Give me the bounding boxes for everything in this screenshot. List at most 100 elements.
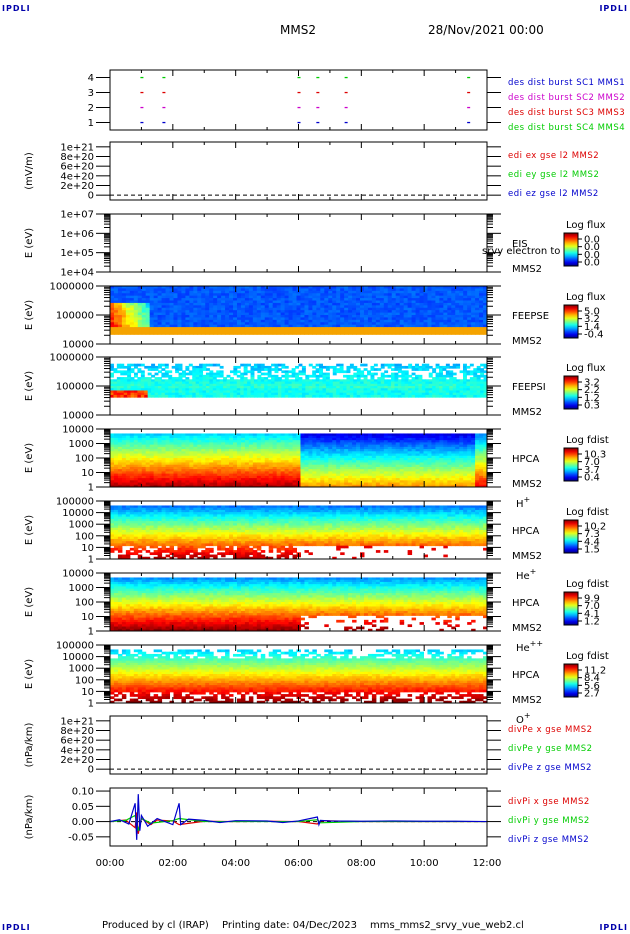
- burst-marker: [316, 91, 320, 94]
- spectrogram-cell: [110, 453, 115, 457]
- spectrogram-cell: [272, 295, 278, 299]
- spectrogram-cell: [157, 478, 163, 481]
- spectrogram-cell: [471, 327, 476, 330]
- spectrogram-cell: [217, 480, 222, 484]
- spectrogram-cell: [140, 392, 145, 396]
- spectrogram-cell: [173, 302, 178, 306]
- spectrogram-cell: [395, 298, 401, 301]
- spectrogram-cell: [473, 383, 478, 387]
- spectrogram-cell: [117, 300, 123, 304]
- spectrogram-cell: [226, 379, 231, 383]
- spectrogram-cell: [300, 302, 305, 306]
- spectrogram-cell: [459, 392, 464, 396]
- spectrogram-cell: [129, 433, 135, 437]
- spectrogram-cell: [463, 300, 468, 304]
- spectrogram-cell: [216, 388, 221, 391]
- spectrogram-cell: [274, 392, 279, 396]
- spectrogram-cell: [257, 383, 262, 387]
- spectrogram-cell: [348, 310, 353, 314]
- spectrogram-cell: [192, 383, 197, 387]
- spectrogram-cell: [236, 295, 242, 299]
- spectrogram-cell: [373, 392, 378, 396]
- spectrogram-cell: [363, 302, 369, 306]
- spectrogram-cell: [459, 307, 464, 311]
- spectrogram-cell: [129, 324, 135, 328]
- spectrogram-cell: [221, 471, 226, 475]
- spectrogram-cell: [110, 466, 115, 470]
- spectrogram-cell: [153, 293, 159, 297]
- spectrogram-cell: [411, 298, 417, 301]
- spectrogram-cell: [411, 315, 417, 318]
- spectrogram-cell: [137, 451, 143, 455]
- spectrogram-cell: [264, 324, 270, 328]
- spectrogram-cell: [476, 374, 481, 378]
- spectrogram-cell: [384, 390, 389, 394]
- spectrogram-cell: [257, 390, 262, 394]
- spectrogram-cell: [284, 327, 290, 330]
- spectrogram-cell: [229, 482, 234, 486]
- spectrogram-cell: [113, 329, 119, 333]
- spectrogram-cell: [319, 372, 323, 376]
- spectrogram-cell: [153, 475, 159, 479]
- spectrogram-cell: [121, 480, 127, 484]
- spectrogram-cell: [418, 365, 423, 369]
- spectrogram-cell: [129, 302, 135, 306]
- spectrogram-cell: [145, 295, 151, 299]
- spectrogram-cell: [292, 315, 298, 318]
- spectrogram-cell: [229, 433, 234, 437]
- spectrogram-cell: [201, 473, 206, 477]
- spectrogram-cell: [240, 379, 245, 383]
- spectrogram-cell: [209, 290, 214, 294]
- spectrogram-cell: [315, 379, 320, 383]
- spectrogram-cell: [157, 390, 162, 394]
- spectrogram-cell: [213, 295, 218, 299]
- spectrogram-cell: [463, 319, 468, 323]
- spectrogram-cell: [256, 478, 262, 481]
- spectrogram-cell: [449, 388, 454, 391]
- spectrogram-cell: [153, 462, 159, 466]
- spectrogram-cell: [451, 307, 456, 311]
- spectrogram-cell: [483, 390, 488, 394]
- spectrogram-cell: [367, 394, 371, 398]
- spectrogram-cell: [120, 390, 125, 394]
- spectrogram-cell: [371, 295, 377, 299]
- spectrogram-cell: [169, 298, 174, 301]
- spectrogram-cell: [236, 471, 242, 475]
- spectrogram-cell: [336, 288, 341, 292]
- spectrogram-cell: [384, 394, 389, 398]
- spectrogram-cell: [379, 319, 385, 323]
- spectrogram-cell: [252, 435, 258, 439]
- spectrogram-cell: [236, 462, 242, 466]
- spectrogram-cell: [240, 293, 246, 297]
- spectrogram-cell: [133, 473, 139, 477]
- spectrogram-cell: [133, 451, 139, 455]
- spectrogram-cell: [308, 305, 313, 309]
- spectrogram-cell: [209, 444, 214, 448]
- spectrogram-cell: [177, 475, 182, 479]
- spectrogram-cell: [425, 379, 430, 383]
- spectrogram-cell: [178, 383, 183, 387]
- spectrogram-cell: [383, 322, 389, 326]
- y-axis-label: (mV/m): [24, 152, 35, 190]
- spectrogram-cell: [201, 458, 206, 461]
- spectrogram-cell: [447, 324, 452, 328]
- spectrogram-cell: [322, 390, 327, 394]
- spectrogram-cell: [133, 324, 139, 328]
- spectrogram-cell: [336, 383, 341, 387]
- spectrogram-cell: [229, 370, 234, 374]
- spectrogram-cell: [288, 302, 294, 306]
- spectrogram-cell: [165, 471, 171, 475]
- spectrogram-cell: [375, 288, 381, 292]
- spectrogram-cell: [193, 327, 198, 330]
- spectrogram-cell: [244, 437, 250, 441]
- spectrogram-cell: [229, 317, 234, 321]
- spectrogram-cell: [268, 310, 274, 314]
- spectrogram-cell: [304, 315, 309, 318]
- spectrogram-cell: [157, 440, 163, 443]
- spectrogram-cell: [322, 381, 327, 385]
- spectrogram-cell: [130, 392, 135, 396]
- spectrogram-cell: [475, 307, 480, 311]
- spectrogram-cell: [305, 381, 310, 385]
- spectrogram-cell: [292, 327, 298, 330]
- spectrogram-cell: [110, 440, 115, 443]
